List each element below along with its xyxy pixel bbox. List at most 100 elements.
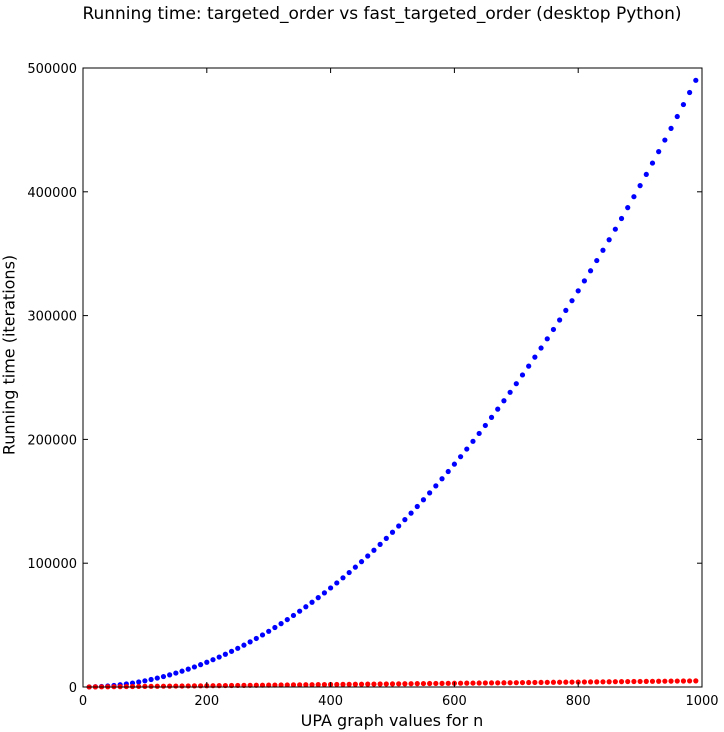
data-point-series-2 [303, 682, 309, 688]
data-point-series-2 [649, 678, 656, 684]
data-point-series-1 [532, 354, 538, 360]
data-point-series-1 [600, 247, 606, 253]
data-point-series-1 [674, 113, 680, 120]
data-point-series-1 [544, 336, 550, 342]
data-point-series-1 [519, 372, 526, 378]
data-point-series-1 [470, 438, 476, 444]
data-point-series-1 [668, 125, 674, 131]
data-point-series-2 [160, 683, 167, 689]
data-point-series-2 [488, 680, 495, 686]
y-tick-label: 400000 [27, 186, 77, 201]
data-point-series-2 [526, 679, 532, 686]
data-point-series-1 [272, 624, 278, 631]
data-point-series-1 [160, 673, 167, 680]
data-point-series-2 [278, 682, 284, 688]
data-point-series-1 [495, 406, 501, 412]
y-tick-label: 100000 [27, 557, 77, 572]
data-point-series-1 [136, 679, 142, 685]
data-point-series-2 [569, 679, 575, 685]
data-point-series-2 [662, 678, 668, 684]
data-point-series-1 [575, 288, 581, 294]
data-point-series-2 [674, 678, 680, 684]
data-point-series-2 [297, 682, 303, 688]
data-point-series-1 [538, 345, 544, 351]
data-point-series-2 [433, 680, 439, 687]
data-point-series-1 [204, 659, 210, 665]
y-tick-label: 200000 [27, 433, 77, 448]
data-point-series-2 [284, 682, 290, 688]
data-point-series-1 [612, 226, 618, 232]
data-point-series-2 [631, 678, 637, 685]
data-point-series-2 [346, 681, 352, 687]
data-point-series-2 [544, 679, 550, 685]
x-tick-label: 200 [194, 694, 219, 709]
data-point-series-1 [625, 205, 631, 211]
data-point-series-1 [185, 666, 191, 672]
data-point-series-2 [563, 679, 569, 685]
data-point-series-1 [557, 317, 563, 323]
data-point-series-2 [396, 681, 402, 687]
data-point-series-1 [290, 612, 297, 619]
data-point-series-2 [352, 681, 358, 687]
data-point-series-2 [581, 679, 587, 685]
data-point-series-2 [532, 679, 538, 686]
data-point-series-2 [191, 683, 198, 689]
data-point-series-2 [420, 680, 427, 687]
data-point-series-2 [210, 683, 216, 689]
data-point-series-1 [631, 194, 637, 200]
data-point-series-2 [594, 679, 600, 685]
data-point-series-1 [501, 398, 507, 404]
data-point-series-2 [259, 682, 266, 688]
data-point-series-1 [457, 454, 464, 460]
data-point-series-1 [328, 585, 334, 591]
data-point-series-1 [365, 553, 371, 559]
data-point-series-2 [198, 683, 204, 689]
data-point-series-1 [451, 461, 457, 467]
data-point-series-1 [637, 183, 643, 189]
data-point-series-2 [464, 680, 470, 686]
data-point-series-1 [526, 363, 532, 369]
data-point-series-2 [309, 682, 315, 688]
data-point-series-1 [606, 237, 612, 243]
data-point-series-2 [476, 680, 482, 686]
data-point-series-2 [606, 679, 612, 685]
data-point-series-2 [290, 682, 297, 688]
data-point-series-1 [581, 278, 587, 284]
y-tick-label: 0 [69, 681, 77, 696]
data-point-series-1 [173, 670, 179, 676]
data-point-series-1 [284, 616, 290, 623]
data-point-series-2 [637, 678, 643, 685]
data-point-series-1 [235, 645, 241, 651]
data-point-series-2 [173, 683, 179, 689]
data-point-series-1 [594, 257, 600, 264]
data-point-series-1 [334, 580, 340, 586]
data-point-series-1 [618, 215, 625, 222]
data-point-series-1 [259, 632, 266, 638]
data-point-series-1 [408, 510, 414, 516]
data-point-series-1 [513, 381, 519, 387]
data-point-series-1 [216, 654, 222, 660]
data-point-series-1 [222, 651, 228, 657]
data-point-series-1 [191, 664, 198, 670]
x-tick-label: 600 [442, 694, 467, 709]
data-point-series-2 [457, 680, 464, 686]
data-point-series-1 [687, 89, 693, 96]
data-point-series-1 [371, 547, 377, 553]
y-tick-label: 500000 [27, 62, 77, 77]
data-point-series-1 [643, 171, 649, 178]
data-point-series-1 [656, 149, 662, 155]
data-point-series-1 [247, 639, 253, 645]
data-point-series-2 [427, 680, 433, 687]
data-point-series-2 [340, 681, 346, 687]
data-point-series-1 [303, 604, 309, 610]
data-point-series-1 [241, 642, 247, 648]
data-point-series-1 [445, 468, 451, 475]
data-point-series-2 [414, 681, 420, 687]
data-point-series-1 [198, 662, 204, 668]
data-point-series-2 [507, 680, 513, 686]
data-point-series-1 [210, 657, 216, 663]
data-point-series-2 [167, 683, 173, 689]
data-point-series-2 [321, 681, 328, 688]
x-tick-label: 1000 [685, 694, 718, 709]
data-point-series-2 [519, 679, 526, 686]
